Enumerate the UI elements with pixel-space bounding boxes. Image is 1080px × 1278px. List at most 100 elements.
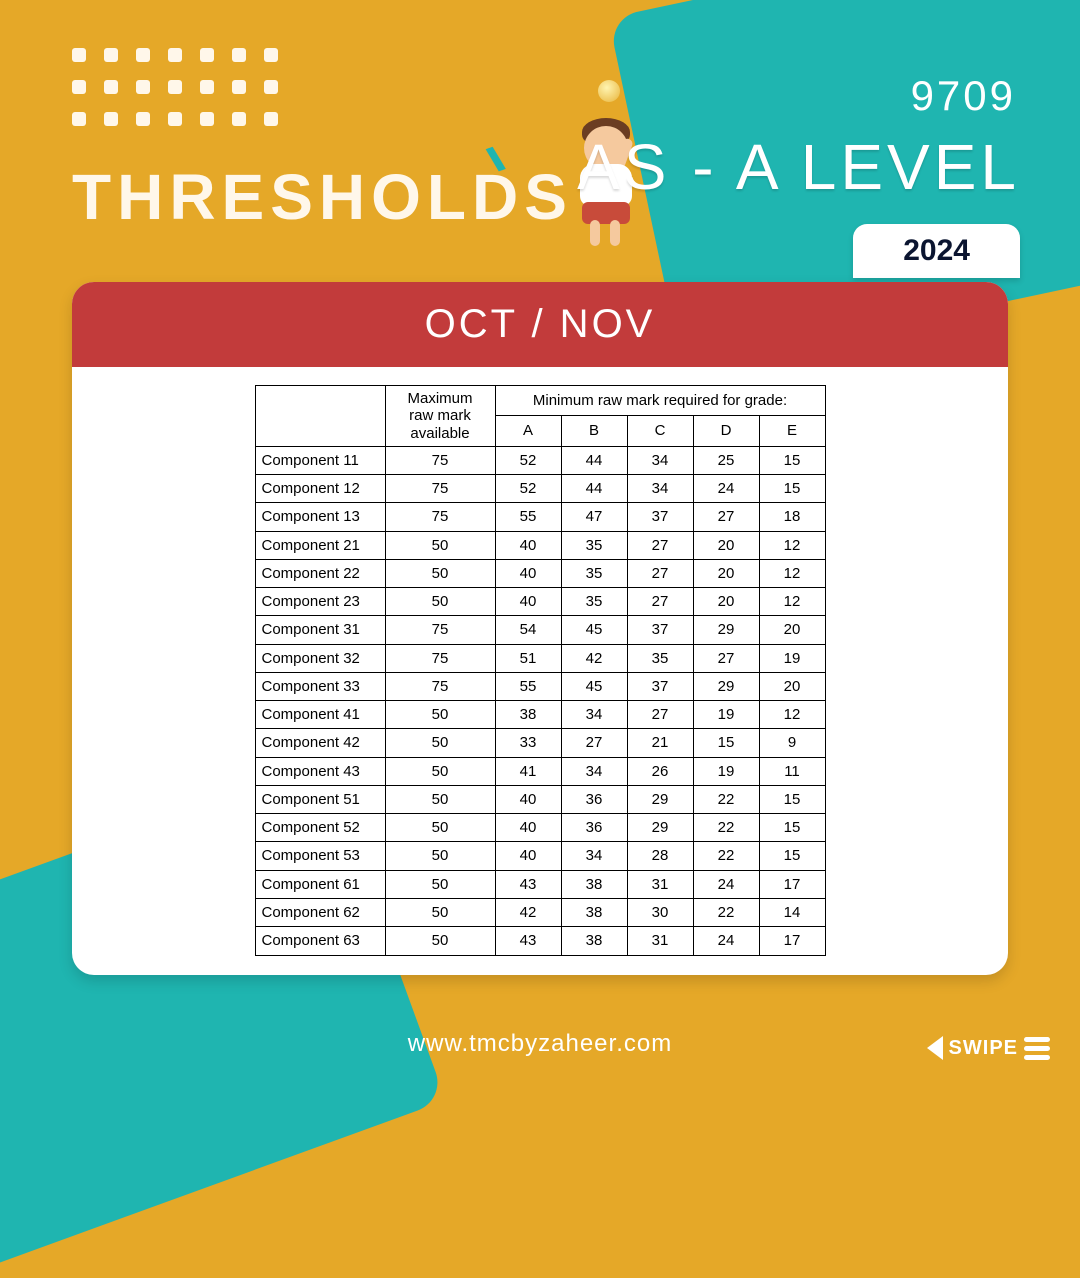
- max-mark: 50: [385, 559, 495, 587]
- grade-value: 15: [693, 729, 759, 757]
- grade-value: 11: [759, 757, 825, 785]
- table-corner-blank: [255, 386, 385, 447]
- component-name: Component 11: [255, 446, 385, 474]
- grade-value: 27: [627, 531, 693, 559]
- grade-value: 47: [561, 503, 627, 531]
- grade-value: 20: [693, 588, 759, 616]
- table-row: Component 4250332721159: [255, 729, 825, 757]
- table-row: Component 22504035272012: [255, 559, 825, 587]
- max-mark: 50: [385, 927, 495, 956]
- grade-value: 38: [561, 927, 627, 956]
- component-name: Component 23: [255, 588, 385, 616]
- grade-value: 40: [495, 842, 561, 870]
- grade-value: 34: [561, 757, 627, 785]
- component-name: Component 42: [255, 729, 385, 757]
- max-mark: 50: [385, 898, 495, 926]
- table-row: Component 13755547372718: [255, 503, 825, 531]
- max-mark: 50: [385, 757, 495, 785]
- component-name: Component 51: [255, 785, 385, 813]
- grade-value: 45: [561, 672, 627, 700]
- grade-value: 21: [627, 729, 693, 757]
- grade-value: 42: [561, 644, 627, 672]
- grade-value: 29: [693, 616, 759, 644]
- grade-value: 15: [759, 475, 825, 503]
- table-row: Component 63504338312417: [255, 927, 825, 956]
- component-name: Component 41: [255, 701, 385, 729]
- grade-value: 22: [693, 898, 759, 926]
- swipe-label: SWIPE: [949, 1037, 1018, 1060]
- grade-header: E: [759, 416, 825, 446]
- grade-value: 35: [627, 644, 693, 672]
- grade-value: 55: [495, 503, 561, 531]
- grade-value: 37: [627, 616, 693, 644]
- grade-value: 20: [693, 559, 759, 587]
- grade-value: 19: [759, 644, 825, 672]
- grade-value: 27: [627, 701, 693, 729]
- table-row: Component 33755545372920: [255, 672, 825, 700]
- grade-value: 27: [693, 503, 759, 531]
- year-badge: 2024: [853, 224, 1020, 278]
- swipe-indicator: SWIPE: [927, 1036, 1050, 1060]
- grade-value: 9: [759, 729, 825, 757]
- grade-value: 27: [561, 729, 627, 757]
- grade-value: 36: [561, 814, 627, 842]
- grade-value: 31: [627, 927, 693, 956]
- grade-value: 35: [561, 531, 627, 559]
- grade-value: 38: [561, 898, 627, 926]
- grade-value: 55: [495, 672, 561, 700]
- grade-value: 40: [495, 559, 561, 587]
- dot-grid-decoration: [72, 48, 278, 126]
- max-mark: 50: [385, 729, 495, 757]
- max-mark: 50: [385, 842, 495, 870]
- session-bar: OCT / NOV: [72, 282, 1008, 367]
- grade-value: 19: [693, 757, 759, 785]
- component-name: Component 32: [255, 644, 385, 672]
- grade-value: 22: [693, 814, 759, 842]
- grade-value: 20: [759, 672, 825, 700]
- grade-value: 22: [693, 785, 759, 813]
- grade-value: 37: [627, 672, 693, 700]
- grade-value: 15: [759, 814, 825, 842]
- max-mark: 50: [385, 701, 495, 729]
- table-body: Component 11755244342515Component 127552…: [255, 446, 825, 955]
- grade-value: 14: [759, 898, 825, 926]
- table-row: Component 62504238302214: [255, 898, 825, 926]
- max-mark: 50: [385, 814, 495, 842]
- grade-value: 31: [627, 870, 693, 898]
- grade-header: A: [495, 416, 561, 446]
- grade-value: 54: [495, 616, 561, 644]
- max-mark: 75: [385, 644, 495, 672]
- grade-value: 24: [693, 927, 759, 956]
- table-row: Component 53504034282215: [255, 842, 825, 870]
- subject-code: 9709: [911, 72, 1016, 120]
- grade-value: 25: [693, 446, 759, 474]
- grade-value: 44: [561, 446, 627, 474]
- grade-value: 12: [759, 588, 825, 616]
- grade-value: 40: [495, 785, 561, 813]
- grade-value: 34: [627, 475, 693, 503]
- component-name: Component 53: [255, 842, 385, 870]
- grade-value: 45: [561, 616, 627, 644]
- grade-value: 43: [495, 870, 561, 898]
- grade-value: 42: [495, 898, 561, 926]
- grade-value: 28: [627, 842, 693, 870]
- component-name: Component 21: [255, 531, 385, 559]
- grade-value: 35: [561, 559, 627, 587]
- thresholds-table: Maximum raw mark available Minimum raw m…: [255, 385, 826, 956]
- table-row: Component 61504338312417: [255, 870, 825, 898]
- max-mark: 75: [385, 446, 495, 474]
- grade-value: 27: [693, 644, 759, 672]
- component-name: Component 61: [255, 870, 385, 898]
- table-row: Component 11755244342515: [255, 446, 825, 474]
- swipe-bars-icon: [1024, 1037, 1050, 1060]
- grade-value: 52: [495, 475, 561, 503]
- max-mark: 75: [385, 503, 495, 531]
- grade-value: 29: [627, 785, 693, 813]
- grade-value: 15: [759, 785, 825, 813]
- max-mark: 75: [385, 616, 495, 644]
- table-row: Component 12755244342415: [255, 475, 825, 503]
- grade-value: 43: [495, 927, 561, 956]
- grade-value: 44: [561, 475, 627, 503]
- grade-span-header: Minimum raw mark required for grade:: [495, 386, 825, 416]
- grade-value: 29: [693, 672, 759, 700]
